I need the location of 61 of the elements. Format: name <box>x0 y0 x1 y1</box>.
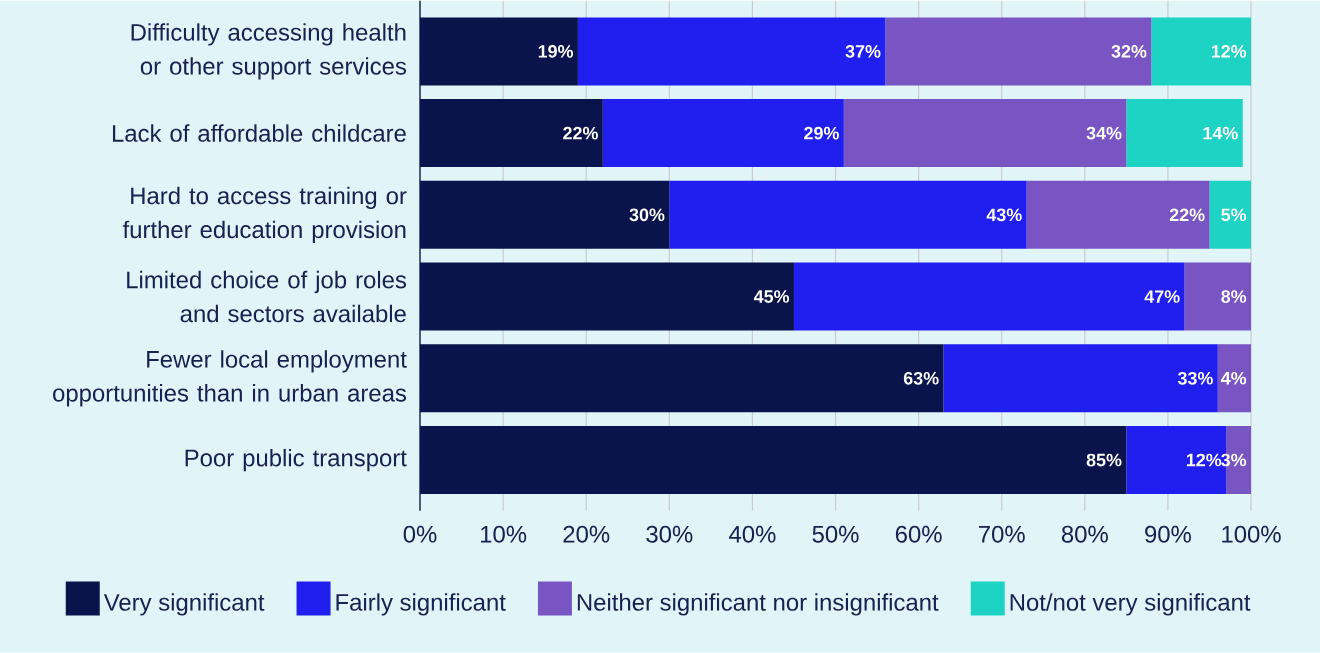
data-label: 3% <box>1221 453 1247 467</box>
x-tick-label: 50% <box>812 525 859 543</box>
data-label: 43% <box>986 208 1022 222</box>
data-label: 5% <box>1221 208 1247 222</box>
bar <box>577 17 886 86</box>
bar <box>1026 180 1210 249</box>
y-tick-label: Poor public transport <box>185 449 407 472</box>
data-label: 22% <box>1169 208 1205 222</box>
y-tick-label: Limited choice of job roles and sectors available <box>127 271 407 323</box>
legend-label: Fairly significant <box>336 593 506 616</box>
data-label: 14% <box>1203 126 1238 140</box>
legend-label: Not/not very significant <box>1010 593 1251 616</box>
bar <box>1209 180 1252 249</box>
data-label: 47% <box>1144 290 1180 303</box>
x-tick-label: 30% <box>646 525 693 543</box>
y-tick-label: Lack of affordable childcare <box>112 124 406 143</box>
bar <box>943 344 1218 413</box>
bar <box>793 262 1185 331</box>
legend-label: Very significant <box>103 593 265 616</box>
bar <box>602 99 844 168</box>
y-tick-label: Fewer local employment opportunities than in urban areas <box>53 350 407 407</box>
y-tick-label: Difficulty accessing health or other support services <box>131 23 407 80</box>
x-tick-label: 0% <box>403 525 437 543</box>
y-tick-label: Hard to access training or further education provision <box>122 186 407 244</box>
x-tick-label: 10% <box>480 525 527 543</box>
bar <box>1151 17 1252 86</box>
bar <box>1184 262 1252 331</box>
data-label: 12% <box>1186 453 1222 467</box>
bar <box>420 17 578 86</box>
x-tick-label: 100% <box>1222 525 1281 543</box>
x-tick-label: 20% <box>563 525 610 543</box>
x-tick-label: 70% <box>979 525 1025 543</box>
data-label: 12% <box>1211 45 1247 58</box>
data-label: 29% <box>804 126 839 140</box>
x-tick-label: 80% <box>1061 525 1108 543</box>
data-label: 4% <box>1220 372 1247 385</box>
data-label: 32% <box>1111 45 1147 58</box>
legend-label: Neither significant nor insignificant <box>577 593 939 616</box>
data-label: 63% <box>903 372 939 385</box>
x-tick-label: 40% <box>729 525 776 543</box>
bar <box>1126 99 1243 168</box>
data-label: 8% <box>1221 290 1247 304</box>
bar <box>885 17 1152 86</box>
data-label: 22% <box>563 126 598 140</box>
data-label: 45% <box>753 290 790 304</box>
data-label: 37% <box>845 45 881 58</box>
bar <box>843 99 1127 168</box>
bar <box>420 180 670 249</box>
x-tick-label: 60% <box>895 525 942 543</box>
data-label: 85% <box>1086 453 1122 467</box>
x-tick-label: 90% <box>1145 525 1191 543</box>
data-label: 30% <box>629 208 665 222</box>
bar <box>420 262 794 331</box>
bar <box>420 426 1127 495</box>
data-label: 33% <box>1177 372 1213 385</box>
bar <box>1217 344 1252 413</box>
data-label: 34% <box>1086 126 1122 140</box>
bar <box>669 180 1027 249</box>
bar <box>420 344 944 413</box>
bar <box>420 99 603 168</box>
data-label: 19% <box>538 45 574 58</box>
